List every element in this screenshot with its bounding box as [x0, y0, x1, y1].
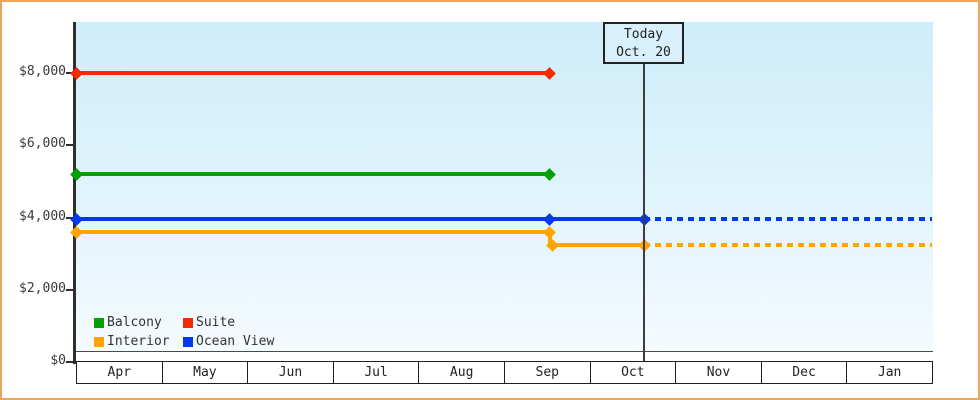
- month-axis: Apr May Jun Jul Aug Sep Oct Nov Dec Jan: [76, 361, 933, 384]
- month-cell-oct: Oct: [589, 362, 676, 383]
- plot-area: [76, 22, 933, 352]
- month-cell-nov: Nov: [675, 362, 761, 383]
- series-line-interior: [76, 229, 549, 234]
- legend-swatch-icon: [94, 317, 104, 328]
- month-cell-jun: Jun: [247, 362, 333, 383]
- month-cell-apr: Apr: [77, 362, 162, 383]
- y-tick-mark: [66, 288, 74, 291]
- today-vertical-line: [643, 62, 645, 361]
- month-cell-sep: Sep: [503, 362, 590, 383]
- legend-row: Interior Ocean View: [94, 332, 274, 351]
- legend-item-ocean-view: Ocean View: [183, 332, 274, 351]
- month-cell-dec: Dec: [760, 362, 847, 383]
- legend-item-interior: Interior: [94, 332, 183, 351]
- y-tick-mark: [66, 216, 74, 219]
- legend-swatch-icon: [183, 317, 193, 328]
- y-tick-mark: [66, 72, 74, 74]
- month-cell-jul: Jul: [332, 362, 419, 383]
- legend-row: Balcony Suite: [94, 313, 274, 332]
- y-tick-label: $4,000: [19, 208, 66, 224]
- legend-item-balcony: Balcony: [94, 313, 183, 332]
- series-line-ocean-view: [644, 217, 932, 222]
- y-tick-label: $6,000: [19, 136, 66, 152]
- series-line-balcony: [76, 172, 549, 177]
- legend-label: Interior: [107, 334, 170, 349]
- legend-label: Suite: [196, 315, 236, 330]
- y-tick-mark: [66, 361, 74, 363]
- legend-label: Balcony: [107, 315, 162, 330]
- month-cell-may: May: [161, 362, 248, 383]
- today-date: Oct. 20: [616, 45, 671, 60]
- legend-item-suite: Suite: [183, 313, 274, 332]
- series-line-interior: [549, 242, 644, 247]
- y-axis-line: [73, 22, 76, 364]
- month-cell-jan: Jan: [846, 362, 932, 383]
- today-label: Today: [623, 27, 664, 42]
- legend-swatch-icon: [183, 336, 193, 347]
- month-cell-aug: Aug: [418, 362, 504, 383]
- series-line-ocean-view: [76, 217, 644, 222]
- legend: Balcony Suite Interior Ocean View: [94, 313, 274, 351]
- today-annotation-box: Today Oct. 20: [603, 22, 684, 64]
- y-tick-label: $8,000: [19, 64, 66, 79]
- y-tick-label: $0: [50, 353, 66, 368]
- y-tick-mark: [66, 144, 74, 147]
- series-line-suite: [76, 71, 549, 75]
- legend-swatch-icon: [94, 336, 104, 347]
- series-line-interior: [644, 242, 932, 247]
- legend-label: Ocean View: [196, 334, 275, 349]
- y-tick-label: $2,000: [19, 280, 66, 296]
